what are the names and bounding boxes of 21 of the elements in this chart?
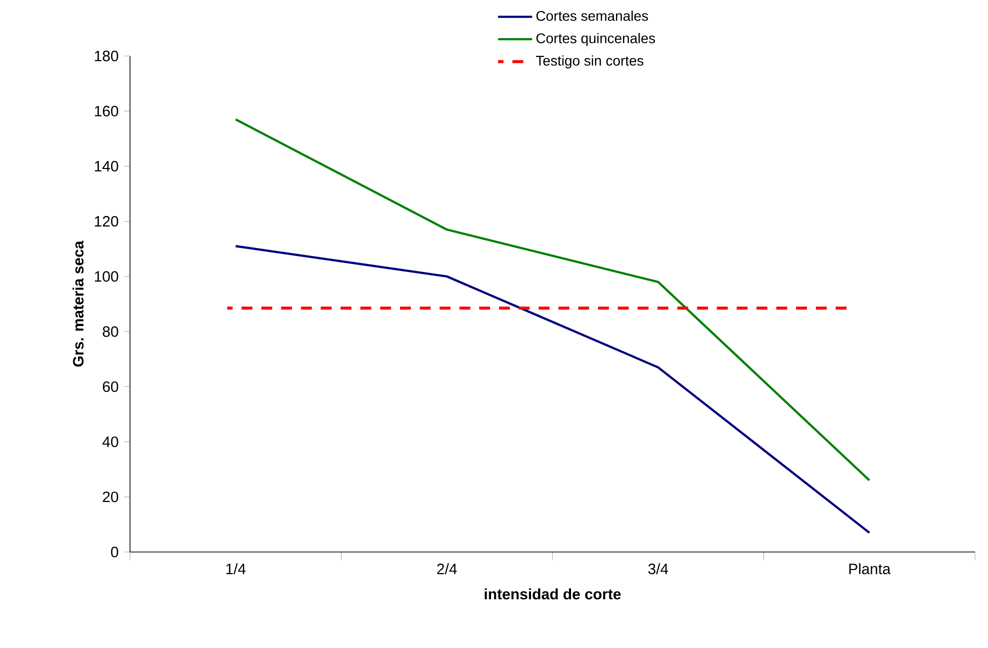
y-tick-label: 60 [102, 381, 118, 392]
x-tick-label: 3/4 [648, 563, 668, 574]
line-series [234, 118, 870, 482]
x-axis-title: intensidad de corte [484, 588, 621, 600]
line-series [234, 245, 870, 534]
y-tick-label: 20 [102, 492, 118, 502]
x-tick-label: 2/4 [437, 563, 457, 574]
y-tick-label: 80 [102, 326, 118, 337]
y-tick-label: 180 [94, 50, 118, 62]
y-tick-label: 120 [94, 216, 118, 227]
y-tick-label: 0 [111, 546, 118, 558]
legend-label: Testigo sin cortes [536, 55, 644, 68]
x-tick-label: 1/4 [226, 563, 246, 574]
y-axis-title: Grs. materia seca [72, 240, 84, 367]
legend-label: Cortes quincenales [536, 32, 655, 46]
y-tick-label: 100 [94, 271, 118, 282]
y-tick-label: 140 [94, 160, 118, 172]
x-tick-label: Planta [849, 563, 891, 574]
legend-label: Cortes semanales [536, 10, 648, 21]
y-tick-label: 160 [94, 106, 118, 116]
y-tick-label: 40 [102, 436, 118, 448]
